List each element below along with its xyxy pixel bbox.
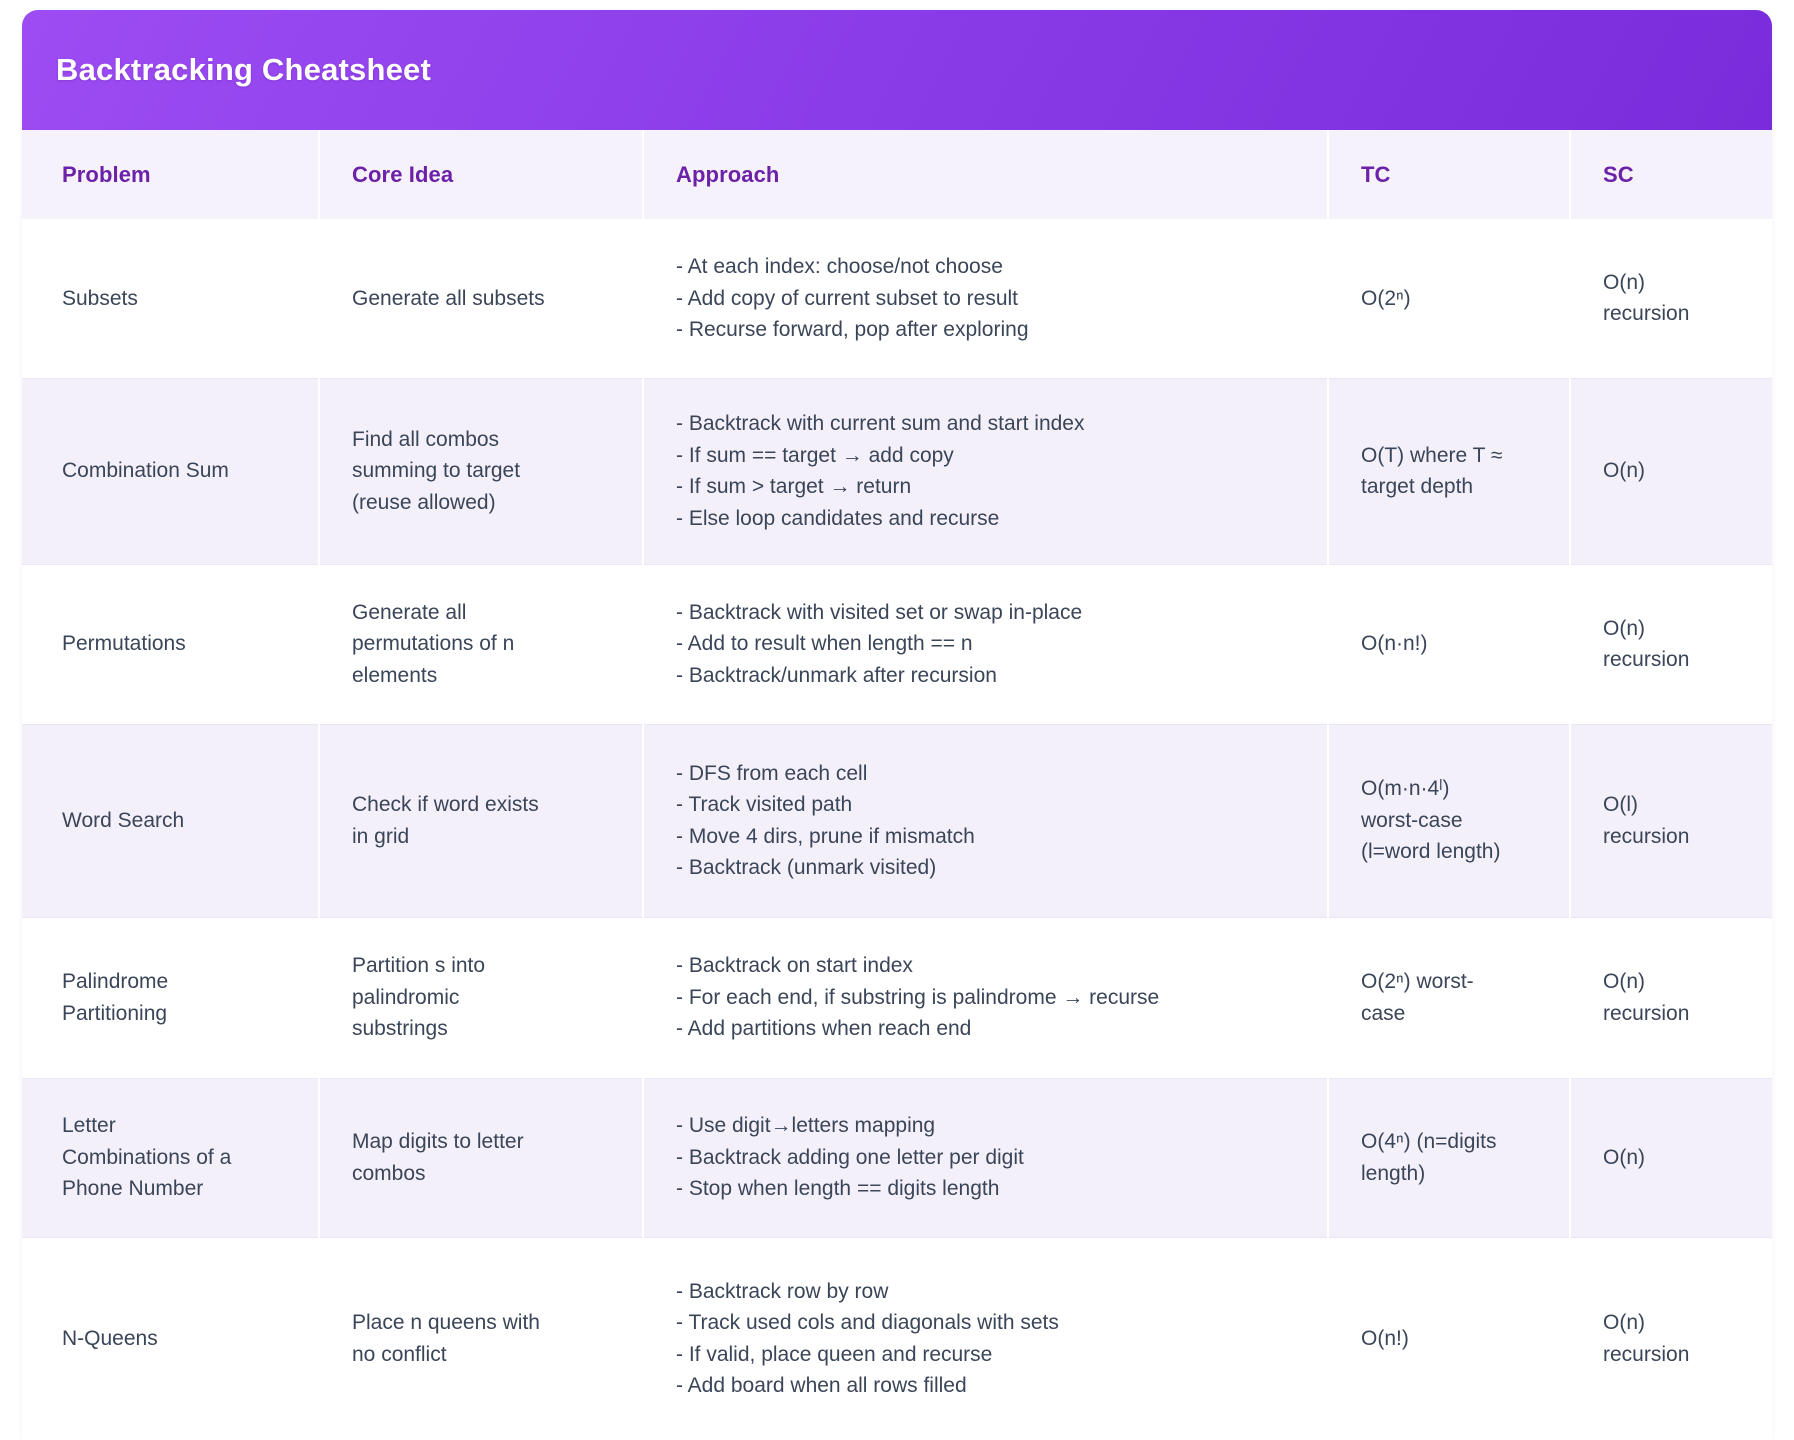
cell-tc: O(n!): [1327, 1237, 1570, 1440]
cell-approach: - Use digit→letters mapping - Backtrack a…: [642, 1078, 1328, 1237]
column-header-core-idea: Core Idea: [318, 130, 643, 219]
approach-line: - If valid, place queen and recurse: [676, 1342, 993, 1366]
approach-line: - For each end, if substring is palindro…: [676, 985, 1160, 1009]
cell-tc: O(2ⁿ): [1327, 219, 1570, 378]
cell-approach: - At each index: choose/not choose - Add …: [642, 219, 1328, 378]
cell-sc: O(l) recursion: [1569, 724, 1772, 917]
approach-line: - Backtrack row by row: [676, 1279, 889, 1303]
approach-line: - Recurse forward, pop after exploring: [676, 318, 1029, 341]
table-row: Word Search Check if word exists in grid -…: [22, 724, 1772, 917]
table-row: Combination Sum Find all combos summing t…: [22, 378, 1772, 564]
cell-approach: - DFS from each cell - Track visited path…: [642, 724, 1328, 917]
approach-line: - Backtrack/unmark after recursion: [676, 663, 997, 687]
approach-line: - DFS from each cell: [676, 761, 868, 785]
approach-line: - Backtrack with visited set or swap in-…: [676, 600, 1083, 624]
cheatsheet-header: Backtracking Cheatsheet: [22, 10, 1772, 130]
approach-line: - Add copy of current subset to result: [676, 286, 1019, 310]
approach-line: - Add to result when length == n: [676, 632, 973, 656]
cell-problem: Permutations: [62, 632, 186, 656]
approach-line: - Backtrack adding one letter per digit: [676, 1145, 1024, 1169]
approach-line: - Backtrack with current sum and start i…: [676, 412, 1085, 435]
approach-line: - At each index: choose/not choose: [676, 255, 1003, 278]
cheatsheet-card: Backtracking Cheatsheet Problem Core Ide…: [22, 10, 1772, 1440]
table-row: Palindrome Partitioning Partition s into …: [22, 917, 1772, 1078]
approach-line: - If sum > target → return: [676, 475, 912, 498]
cell-approach: - Backtrack with visited set or swap in-…: [642, 564, 1328, 724]
cell-tc: O(n·n!): [1327, 564, 1570, 724]
cell-core-idea: Check if word exists in grid: [318, 724, 643, 917]
cell-core-idea: Find all combos summing to target (reuse…: [318, 378, 643, 564]
cell-sc: O(n) recursion: [1569, 1237, 1772, 1440]
cell-sc: O(n): [1569, 378, 1772, 564]
approach-line: - Backtrack on start index: [676, 954, 913, 978]
cell-tc: O(T) where T ≈ target depth: [1327, 378, 1570, 564]
cell-tc: O(4ⁿ) (n=digits length): [1327, 1078, 1570, 1237]
column-header-approach: Approach: [642, 130, 1328, 219]
cell-approach: - Backtrack on start index - For each end…: [642, 917, 1328, 1078]
cell-tc: O(m·n·4ˡ) worst-case (l=word length): [1327, 724, 1570, 917]
cell-core-idea: Generate all subsets: [318, 219, 643, 378]
approach-line: - Add board when all rows filled: [676, 1374, 967, 1398]
cell-core-idea: Generate all permutations of n elements: [318, 564, 643, 724]
table-row: Permutations Generate all permutations of…: [22, 564, 1772, 724]
page-title: Backtracking Cheatsheet: [56, 52, 432, 87]
approach-line: - Add partitions when reach end: [676, 1017, 972, 1041]
cell-sc: O(n) recursion: [1569, 564, 1772, 724]
cell-sc: O(n) recursion: [1569, 219, 1772, 378]
cell-problem: Word Search: [62, 808, 185, 832]
approach-line: - Use digit→letters mapping: [676, 1114, 936, 1138]
table-body: Subsets Generate all subsets - At each ind…: [22, 219, 1772, 1440]
table-header-row: Problem Core Idea Approach TC SC: [22, 130, 1772, 219]
approach-line: - Stop when length == digits length: [676, 1177, 1000, 1201]
approach-line: - Backtrack (unmark visited): [676, 856, 937, 879]
cell-approach: - Backtrack row by row - Track used cols …: [642, 1237, 1328, 1440]
column-header-problem: Problem: [62, 161, 151, 187]
table-row: N-Queens Place n queens with no conflict -…: [22, 1237, 1772, 1440]
cell-tc: O(2ⁿ) worst- case: [1327, 917, 1570, 1078]
cell-core-idea: Partition s into palindromic substrings: [318, 917, 643, 1078]
cell-problem: Combination Sum: [62, 459, 229, 483]
approach-line: - Track used cols and diagonals with set…: [676, 1311, 1059, 1335]
cell-approach: - Backtrack with current sum and start i…: [642, 378, 1328, 564]
approach-line: - If sum == target → add copy: [676, 443, 954, 467]
table-row: Subsets Generate all subsets - At each ind…: [22, 219, 1772, 378]
approach-line: - Move 4 dirs, prune if mismatch: [676, 824, 975, 848]
cheatsheet-table: Problem Core Idea Approach TC SC Subsets…: [22, 130, 1772, 1440]
column-header-tc: TC: [1327, 130, 1570, 219]
approach-line: - Else loop candidates and recurse: [676, 506, 1000, 530]
cell-problem: Palindrome Partitioning: [62, 970, 169, 1025]
cell-problem: N-Queens: [62, 1327, 158, 1350]
cell-core-idea: Map digits to letter combos: [318, 1078, 643, 1237]
table-row: Letter Combinations of a Phone Number Map…: [22, 1078, 1772, 1237]
column-header-sc: SC: [1569, 130, 1772, 219]
cell-sc: O(n) recursion: [1569, 917, 1772, 1078]
approach-line: - Track visited path: [676, 793, 853, 816]
cell-core-idea: Place n queens with no conflict: [318, 1237, 643, 1440]
cell-problem: Letter Combinations of a Phone Number: [62, 1114, 232, 1201]
cell-sc: O(n): [1569, 1078, 1772, 1237]
cell-problem: Subsets: [62, 286, 138, 310]
